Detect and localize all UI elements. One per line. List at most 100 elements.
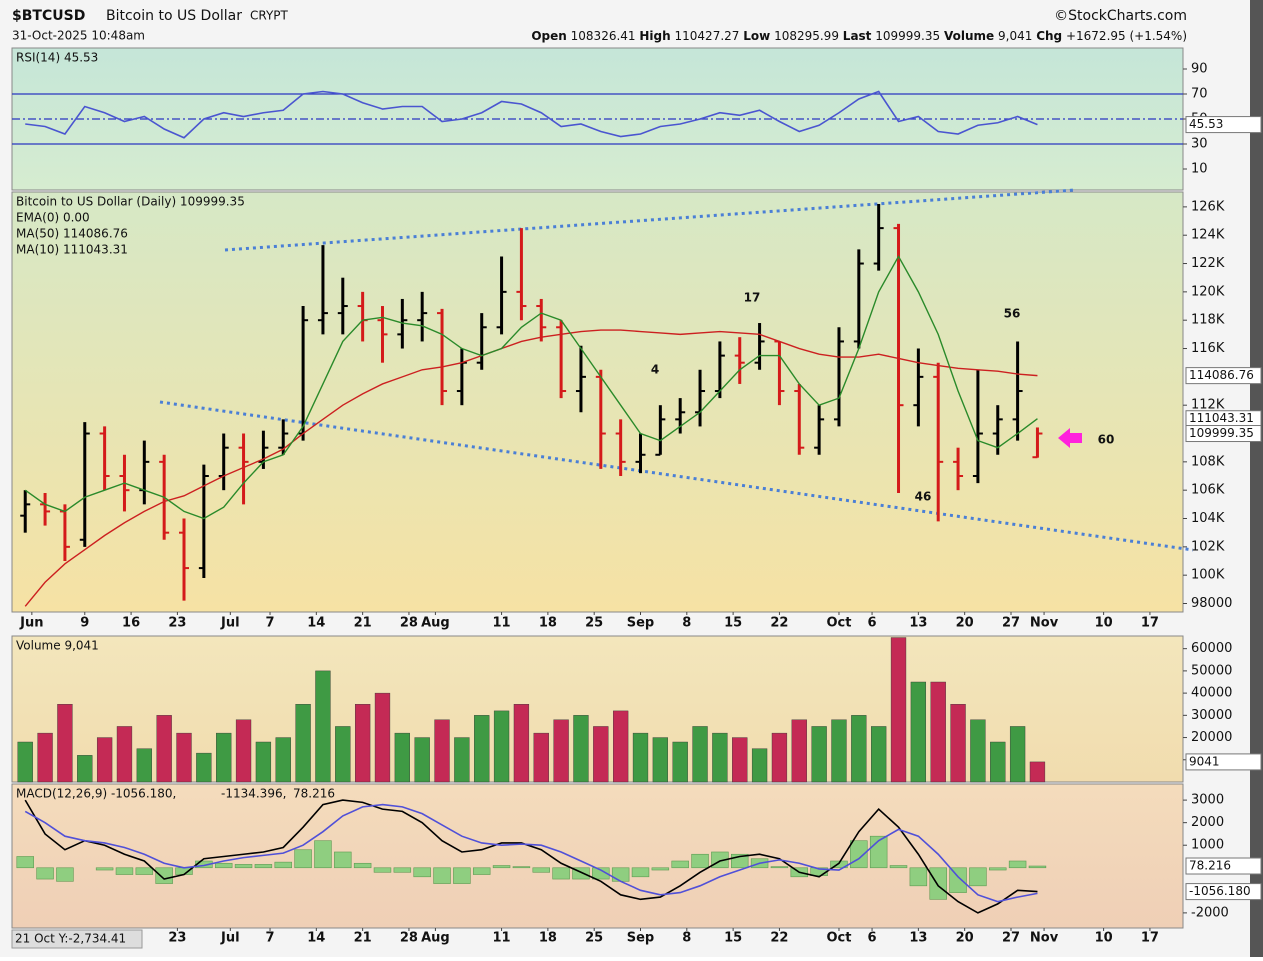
y-tick-label: 118K xyxy=(1191,313,1225,328)
x-tick-label: Sep xyxy=(627,616,655,631)
volume-bar xyxy=(156,715,172,783)
x-tick-label: Jul xyxy=(220,931,240,946)
histogram-bar xyxy=(572,867,590,880)
instrument-name: Bitcoin to US Dollar xyxy=(106,8,242,24)
value-tag-label: 45.53 xyxy=(1189,117,1223,131)
volume-bar xyxy=(910,681,927,783)
x-tick-label: 21 xyxy=(354,931,372,946)
histogram-bar xyxy=(453,867,471,884)
volume-bar xyxy=(930,681,946,783)
y-tick-label: 60000 xyxy=(1191,641,1232,656)
volume-bar xyxy=(831,719,847,783)
volume-bar xyxy=(593,726,609,783)
volume-bar xyxy=(374,692,391,783)
legend-label: MA(10) 111043.31 xyxy=(16,243,128,257)
series-line xyxy=(24,803,1038,903)
histogram-bar xyxy=(1008,860,1027,869)
volume-bar xyxy=(295,704,311,783)
value-tag xyxy=(1185,367,1262,385)
histogram-bar xyxy=(909,867,928,887)
histogram-bar xyxy=(433,867,451,884)
histogram-bar xyxy=(492,865,511,869)
volume-bar xyxy=(394,732,410,783)
volume-bar xyxy=(811,726,827,783)
x-tick-label: 22 xyxy=(770,931,788,946)
histogram-bar xyxy=(512,866,531,869)
legend-label: MACD(12,26,9) -1056.180, xyxy=(16,787,176,801)
volume-bar xyxy=(17,741,33,783)
value-tag-label: 109999.35 xyxy=(1189,426,1254,440)
value-tag-label: 9041 xyxy=(1189,754,1220,768)
exchange: CRYPT xyxy=(250,9,289,23)
volume-bar xyxy=(672,741,688,783)
volume-bar xyxy=(533,732,549,783)
y-tick-label: 50000 xyxy=(1191,663,1232,678)
histogram-bar xyxy=(16,856,34,869)
volume-bar xyxy=(1009,726,1026,783)
volume-bar xyxy=(652,737,668,783)
volume-bar xyxy=(96,737,113,783)
series-line xyxy=(24,255,1038,520)
legend-label: MA(50) 114086.76 xyxy=(16,227,128,241)
x-tick-label: 22 xyxy=(770,616,788,631)
histogram-bar xyxy=(889,865,908,869)
volume-bar xyxy=(434,719,450,783)
x-tick-label: 25 xyxy=(585,931,603,946)
x-tick-label: 10 xyxy=(1095,931,1113,946)
y-tick-label: 122K xyxy=(1191,256,1225,271)
x-tick-label: 11 xyxy=(493,931,511,946)
x-tick-label: 28 xyxy=(400,616,418,631)
volume-bar xyxy=(771,732,788,783)
x-tick-label: 10 xyxy=(1095,616,1113,631)
x-tick-label: 20 xyxy=(956,931,974,946)
histogram-bar xyxy=(671,860,689,869)
y-tick-label: 30000 xyxy=(1191,708,1232,723)
arrow xyxy=(1058,428,1082,448)
histogram-bar xyxy=(135,867,154,875)
x-tick-label: 25 xyxy=(585,616,603,631)
annotation: 56 xyxy=(1004,307,1021,321)
histogram-bar xyxy=(691,853,709,869)
cursor-box xyxy=(11,929,143,949)
legend-label: -1134.396, xyxy=(221,787,286,801)
volume-bar xyxy=(613,710,629,783)
volume-bar xyxy=(871,726,887,783)
histogram-bar xyxy=(254,864,273,869)
x-tick-label: 17 xyxy=(1141,616,1159,631)
histogram-bar xyxy=(95,867,114,871)
y-tick-label: 2000 xyxy=(1191,815,1224,830)
brand: ©StockCharts.com xyxy=(1054,8,1187,24)
volume-bar xyxy=(970,719,986,783)
histogram-bar xyxy=(393,867,412,873)
y-tick-label: 124K xyxy=(1191,228,1225,243)
x-tick-label: 14 xyxy=(307,616,325,631)
x-tick-label: Nov xyxy=(1030,616,1059,631)
x-tick-label: 23 xyxy=(168,616,186,631)
symbol: $BTCUSD xyxy=(12,8,85,24)
histogram-bar xyxy=(294,849,312,869)
macd-panel xyxy=(11,783,1184,929)
volume-bar xyxy=(454,737,470,783)
volume-bar xyxy=(414,737,430,783)
histogram-bar xyxy=(532,867,551,873)
volume-bar xyxy=(216,732,232,783)
value-tag-label: 111043.31 xyxy=(1189,411,1254,425)
volume-bar xyxy=(513,704,530,783)
histogram-bar xyxy=(472,867,491,875)
histogram-bar xyxy=(770,866,789,869)
histogram-bar xyxy=(56,867,74,882)
x-tick-label: 14 xyxy=(307,931,325,946)
x-tick-label: 27 xyxy=(1002,931,1020,946)
x-tick-label: 20 xyxy=(956,616,974,631)
y-tick-label: 1000 xyxy=(1191,838,1224,853)
x-tick-label: 17 xyxy=(1141,931,1159,946)
x-tick-label: 6 xyxy=(868,931,877,946)
x-tick-label: Jul xyxy=(220,616,240,631)
label: Open xyxy=(531,29,566,43)
x-tick-label: 27 xyxy=(1002,616,1020,631)
cursor-label: 21 Oct Y:-2,734.41 xyxy=(15,932,126,946)
histogram-bar xyxy=(552,867,570,880)
frame-edge xyxy=(1250,0,1263,957)
volume-bar xyxy=(335,726,351,783)
volume-bar xyxy=(990,741,1006,783)
